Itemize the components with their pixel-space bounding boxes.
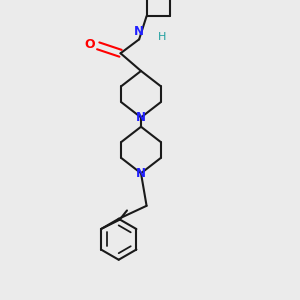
Text: H: H [158, 32, 166, 41]
Text: N: N [136, 167, 146, 180]
Text: O: O [84, 38, 94, 51]
Text: N: N [134, 25, 144, 38]
Text: N: N [136, 111, 146, 124]
